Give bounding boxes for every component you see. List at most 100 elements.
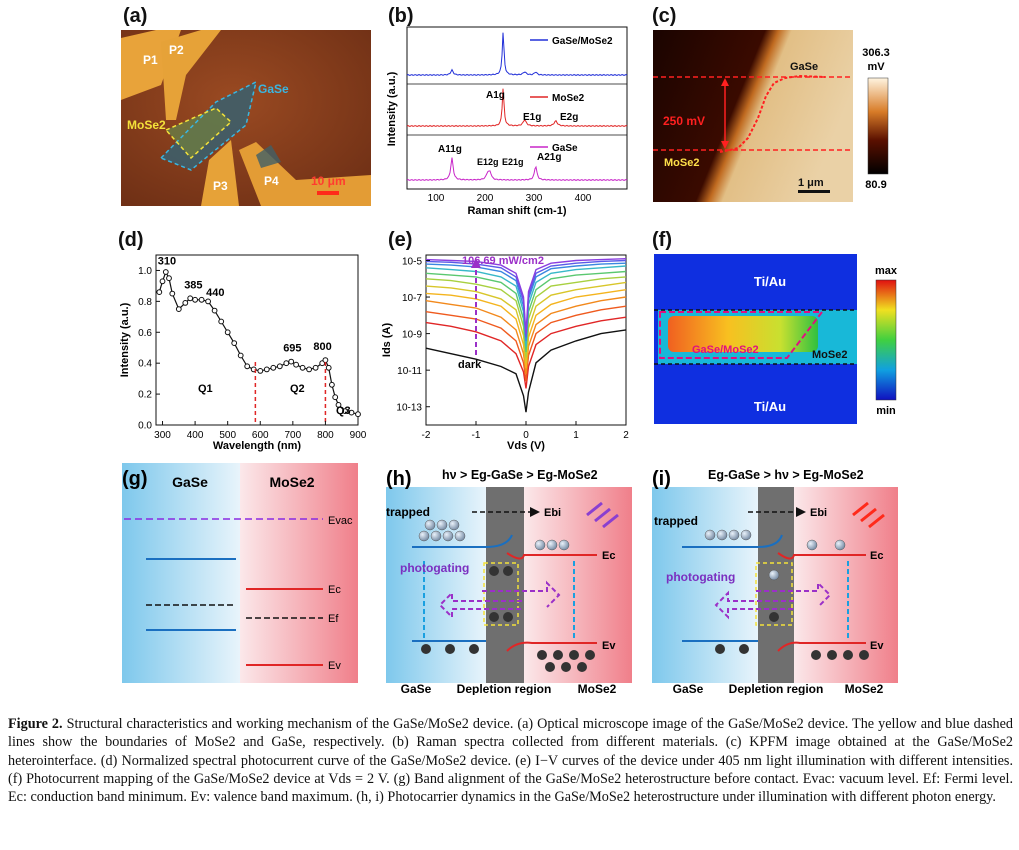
bottom-gase: GaSe <box>401 682 432 695</box>
panel-g-band-alignment: (g) GaSe MoSe2 Evac Ec Ef Ev <box>122 463 358 683</box>
electron <box>768 569 780 581</box>
data-point <box>237 352 244 359</box>
y-ticks: 10-5 10-7 10-9 10-11 10-13 <box>396 256 430 414</box>
x-axis-ticks: 100 200 300 400 <box>428 193 592 204</box>
y-axis-label: Intensity (a.u.) <box>119 302 131 377</box>
y-tick-label: 10-11 <box>397 366 422 377</box>
arrow-head-down <box>721 141 729 149</box>
photon-condition: hν > Eg-GaSe > Eg-MoSe2 <box>442 468 598 482</box>
cbar-max: 306.3 <box>862 47 890 59</box>
data-point <box>322 357 329 363</box>
plot-frame <box>406 26 628 190</box>
data-point <box>276 363 283 370</box>
x-ticks: 300 400 500 600 700 800 900 <box>154 421 367 441</box>
label-gase: GaSe <box>258 82 289 96</box>
data-point <box>335 402 342 408</box>
figure-caption: Figure 2. Structural characteristics and… <box>8 715 1013 806</box>
data-point <box>332 394 339 401</box>
data-point <box>263 366 270 373</box>
peak-label: 310 <box>158 256 176 268</box>
x-axis-label: Raman shift (cm-1) <box>467 205 566 217</box>
peak-gase-a2: A21g <box>537 152 561 163</box>
data-point <box>224 329 231 336</box>
peak-gase-e2: E21g <box>502 157 524 167</box>
plot-frame <box>155 254 359 426</box>
legend-gase: GaSe <box>552 143 578 154</box>
panel-a-micrograph: P1 P2 P3 P4 GaSe MoSe2 10 μm <box>121 30 371 206</box>
label-p3: P3 <box>213 179 228 193</box>
het-label: GaSe/MoSe2 <box>692 344 759 356</box>
spectrum-gase-mose2 <box>406 32 628 76</box>
y-tick-label: 0.8 <box>138 297 152 308</box>
scale-label: 1 μm <box>798 177 824 189</box>
built-in-field-arrow-head <box>530 507 540 517</box>
photogating-label: photogating <box>666 570 735 584</box>
ev-label: Ev <box>870 640 884 652</box>
panel-label-d: (d) <box>118 229 144 251</box>
holes-gase <box>715 644 749 654</box>
iv-curves <box>425 258 627 413</box>
holes-gase <box>421 644 479 654</box>
top-electrode-label: Ti/Au <box>754 274 786 289</box>
mose2-ec <box>506 552 597 560</box>
interface-box <box>755 562 793 626</box>
trapped-label: trapped <box>654 514 698 528</box>
spectrum-mose2 <box>406 88 628 127</box>
y-tick-label: 0.2 <box>138 390 152 401</box>
ebi-label: Ebi <box>544 507 561 519</box>
mose2-region <box>794 487 898 683</box>
panel-label-c: (c) <box>652 5 677 27</box>
iv-curve-l3 <box>425 296 627 374</box>
electrode-p3 <box>201 140 239 206</box>
data-point <box>348 409 355 416</box>
data-point <box>283 360 290 367</box>
region-q1: Q1 <box>198 383 213 395</box>
panel-label-f: (f) <box>652 229 672 251</box>
mose2-ev <box>506 641 597 652</box>
cbar-min: min <box>876 405 896 417</box>
y-tick-label: 10-13 <box>396 403 422 414</box>
x-tick-label: 0 <box>523 430 529 441</box>
arrow-head-up <box>721 78 729 86</box>
iv-curve-dark <box>425 329 627 413</box>
panel-label-e: (e) <box>388 229 413 251</box>
color-bar <box>867 77 889 175</box>
label-p1: P1 <box>143 53 158 67</box>
data-point <box>329 381 335 388</box>
iv-curve-l7 <box>425 270 627 352</box>
bottom-electrode-label: Ti/Au <box>754 399 786 414</box>
trapped-label: trapped <box>386 505 430 519</box>
max-intensity-label: 106.69 mW/cm2 <box>462 255 544 267</box>
panel-f-mapping: Ti/Au Ti/Au GaSe/MoSe2 MoSe2 max min <box>654 254 898 424</box>
peak-e2g: E2g <box>560 112 578 123</box>
kpfm-image <box>653 30 853 202</box>
x-tick-label: 900 <box>350 430 367 441</box>
mose2-label: MoSe2 <box>812 349 847 361</box>
x-tick-label: 2 <box>623 430 629 441</box>
y-tick-label: 1.0 <box>138 266 152 277</box>
ec-label: Ec <box>602 550 615 562</box>
gase-region <box>122 463 240 683</box>
peak-e1g: E1g <box>523 112 541 123</box>
data-point <box>244 363 251 370</box>
x-tick-label: 800 <box>317 430 334 441</box>
data-point <box>342 408 348 415</box>
peak-gase-a1: A11g <box>438 144 462 155</box>
x-tick-label: 700 <box>284 430 301 441</box>
x-ticks: -2 -1 0 1 2 <box>422 421 629 441</box>
evac-label: Evac <box>328 515 353 527</box>
photogating-arrow-left <box>714 590 794 620</box>
data-point <box>288 358 295 365</box>
ev-label: Ev <box>328 660 341 672</box>
ef-label: Ef <box>328 613 339 625</box>
panel-d-spectral: 300 400 500 600 700 800 900 0.0 0.2 0.4 0.6 0.8 1.0… <box>119 254 367 452</box>
peak-label: 695 <box>283 343 301 355</box>
ebi-label: Ebi <box>810 507 827 519</box>
data-point <box>162 269 169 275</box>
peak-a1g: A1g <box>486 90 505 101</box>
data-point <box>257 368 264 374</box>
step-label: 250 mV <box>663 114 705 128</box>
built-in-field-arrow-head <box>796 507 806 517</box>
panel-b-raman: GaSe/MoSe2 MoSe2 GaSe A1g E1g E2g A11g E… <box>386 26 628 217</box>
data-point <box>218 318 225 325</box>
